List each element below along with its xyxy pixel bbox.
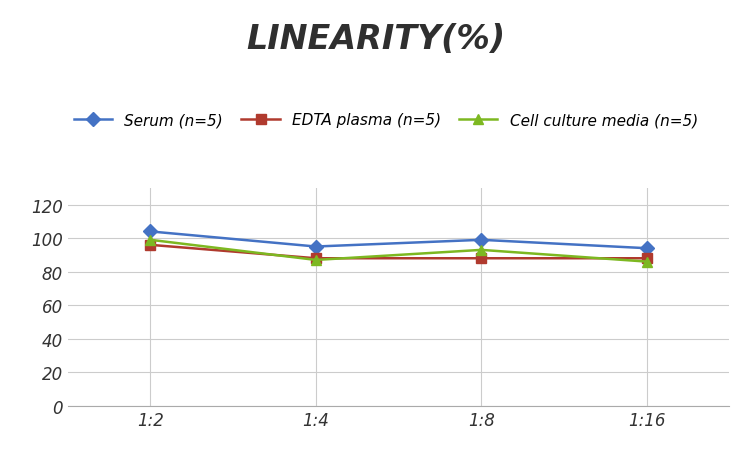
Line: Cell culture media (n=5): Cell culture media (n=5) [146,235,651,267]
Line: EDTA plasma (n=5): EDTA plasma (n=5) [146,240,651,263]
Cell culture media (n=5) [642,259,651,265]
Legend: Serum (n=5), EDTA plasma (n=5), Cell culture media (n=5): Serum (n=5), EDTA plasma (n=5), Cell cul… [68,107,704,134]
Text: LINEARITY(%): LINEARITY(%) [247,23,505,55]
Serum (n=5) [642,246,651,251]
Line: Serum (n=5): Serum (n=5) [146,227,651,253]
EDTA plasma (n=5) [642,256,651,262]
EDTA plasma (n=5) [146,243,155,248]
Cell culture media (n=5) [477,248,486,253]
EDTA plasma (n=5) [311,256,320,262]
Cell culture media (n=5) [146,238,155,243]
Serum (n=5) [146,229,155,235]
EDTA plasma (n=5) [477,256,486,262]
Serum (n=5) [311,244,320,250]
Serum (n=5) [477,238,486,243]
Cell culture media (n=5) [311,258,320,263]
